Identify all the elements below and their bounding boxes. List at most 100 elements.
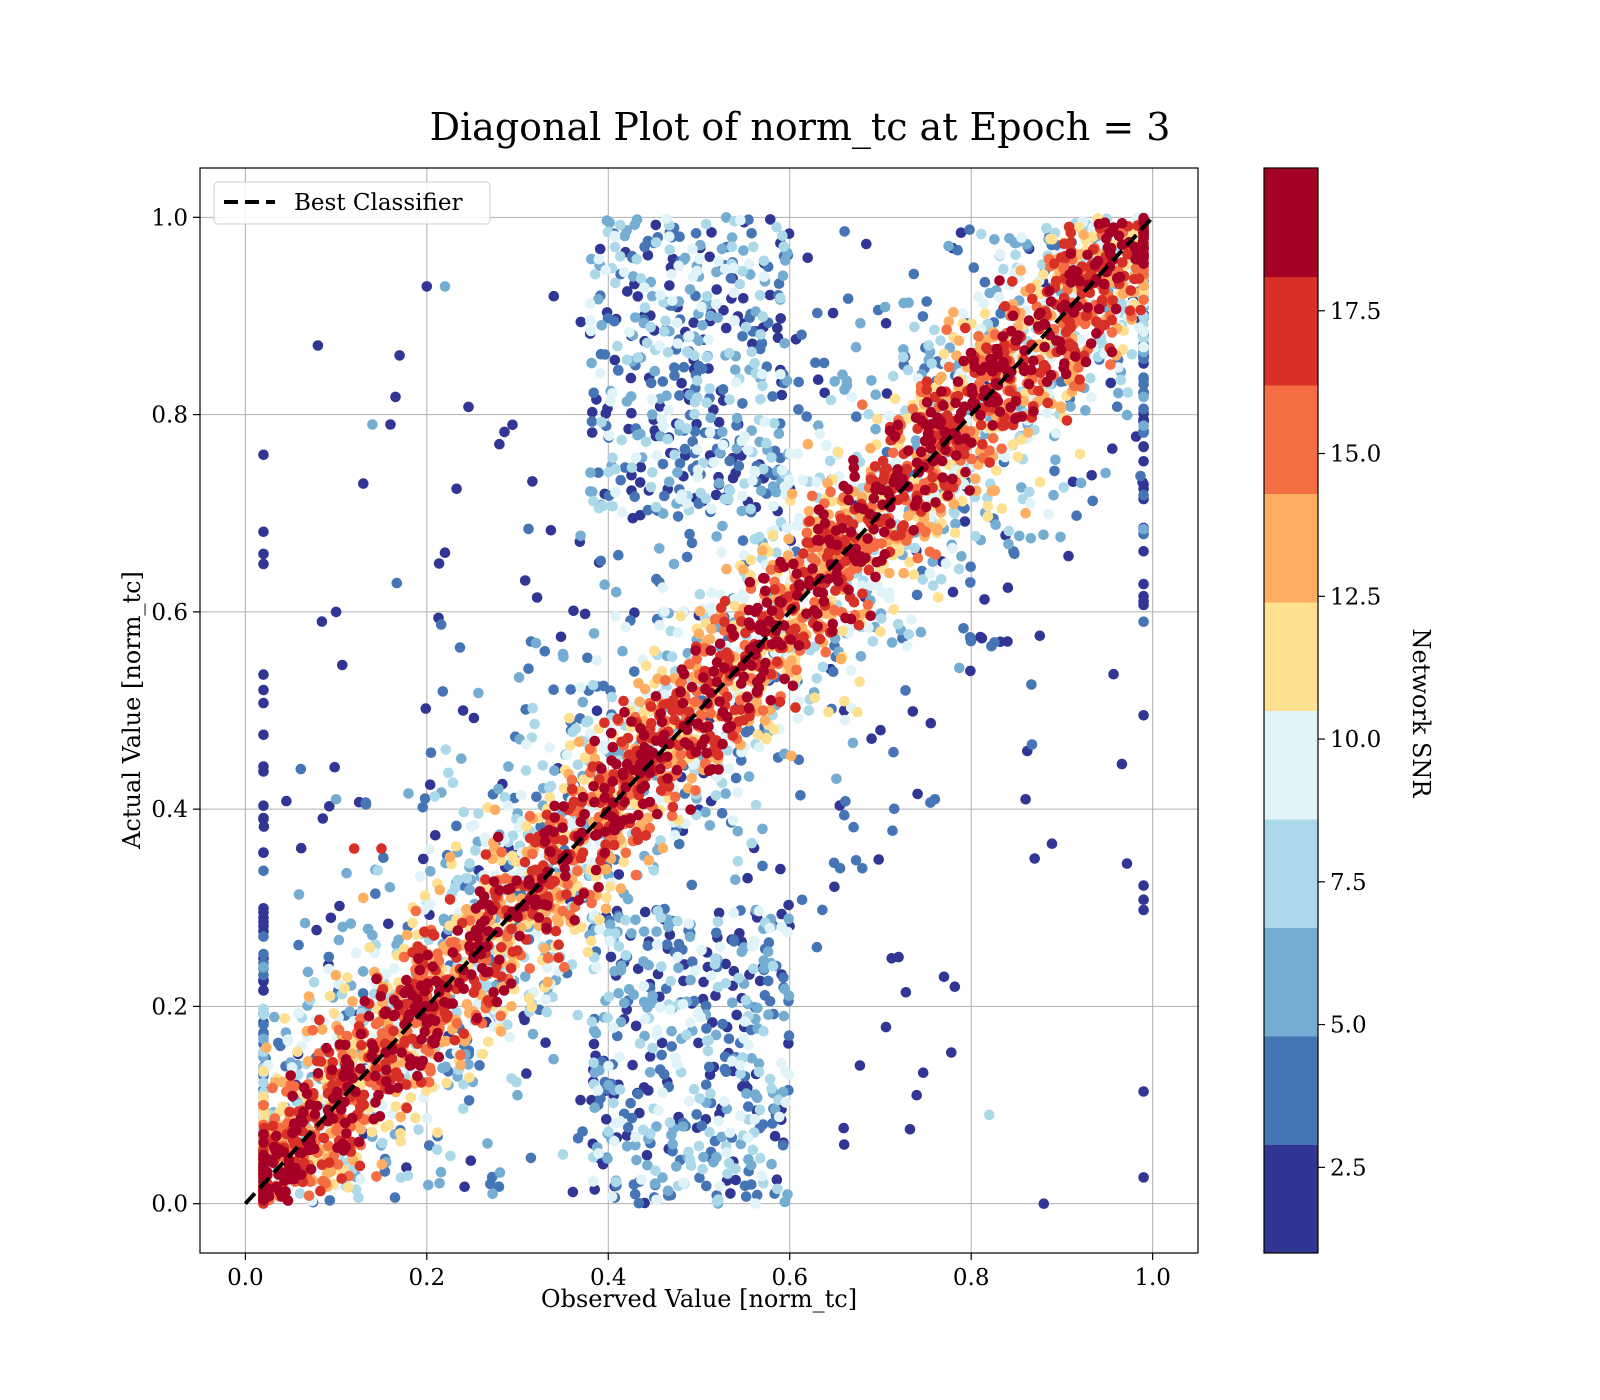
scatter-point [1045,233,1056,245]
scatter-point [624,327,635,338]
scatter-point [671,1161,682,1172]
scatter-point [776,389,788,401]
scatter-point [380,968,392,980]
scatter-point [584,298,596,310]
scatter-point [463,401,474,413]
scatter-point [738,1033,749,1044]
scatter-point [572,865,583,876]
scatter-point [958,623,969,634]
scatter-point [451,820,462,832]
scatter-point [559,961,570,973]
scatter-point [601,1114,612,1125]
scatter-point [767,529,779,541]
scatter-point [258,558,269,570]
scatter-point [444,851,456,863]
scatter-point [632,352,644,363]
scatter-point [852,706,863,718]
scatter-point [311,924,322,936]
scatter-point [1138,341,1149,353]
scatter-point [634,509,646,521]
scatter-point [639,302,651,314]
scatter-point [458,1103,469,1114]
scatter-point [371,1171,382,1182]
scatter-point [385,419,396,430]
scatter-point [380,1121,391,1133]
scatter-point [258,684,269,696]
scatter-point [348,843,360,854]
scatter-point [884,567,895,579]
scatter-point [435,619,447,630]
scatter-point [742,1132,754,1144]
scatter-point [717,520,728,532]
scatter-point [649,366,661,377]
scatter-point [777,1086,789,1098]
scatter-point [401,1162,412,1173]
scatter-point [783,1038,794,1049]
scatter-point [540,1037,551,1048]
scatter-point [650,1165,661,1176]
scatter-point [673,838,685,850]
scatter-point [1016,482,1027,493]
scatter-point [647,467,658,478]
scatter-point [639,282,650,294]
scatter-point [850,341,862,353]
scatter-point [825,394,837,406]
scatter-point [655,289,666,301]
scatter-point [258,1077,269,1089]
scatter-point [712,981,724,993]
scatter-point [669,362,680,373]
scatter-point [768,724,780,735]
scatter-point [708,404,719,416]
scatter-point [733,460,745,472]
scatter-point [613,365,624,376]
scatter-point [710,298,722,310]
scatter-point [610,586,622,598]
scatter-point [589,268,601,280]
scatter-point [605,951,617,963]
scatter-point [910,435,922,446]
scatter-point [395,1128,406,1139]
scatter-point [1023,486,1035,498]
scatter-points [258,212,1149,1209]
scatter-point [888,746,899,758]
scatter-point [417,802,429,813]
scatter-point [767,481,779,492]
scatter-point [803,705,815,716]
scatter-point [1138,478,1149,490]
scatter-point [848,821,859,833]
scatter-point [824,455,836,467]
scatter-point [429,791,441,802]
scatter-point [806,490,818,502]
scatter-point [904,1124,916,1135]
scatter-point [876,538,887,549]
scatter-point [1020,507,1031,519]
scatter-point [884,410,895,422]
scatter-point [645,481,657,493]
scatter-point [771,656,783,667]
scatter-point [754,1104,766,1116]
scatter-point [725,1188,736,1199]
scatter-point [258,669,269,680]
scatter-point [565,684,577,695]
scatter-point [710,990,721,1001]
scatter-point [1009,548,1020,560]
scatter-point [293,889,305,900]
scatter-point [711,284,722,295]
scatter-point [1029,853,1040,864]
scatter-point [1138,904,1149,916]
scatter-point [632,429,643,441]
scatter-point [659,490,670,502]
scatter-point [630,1131,641,1143]
scatter-point [996,503,1008,514]
scatter-point [619,230,631,242]
scatter-point [701,351,713,363]
scatter-point [689,426,701,437]
scatter-point [694,588,706,600]
scatter-point [544,782,555,793]
scatter-point [666,651,678,662]
scatter-point [936,574,947,585]
scatter-point [572,759,584,770]
scatter-point [258,800,269,811]
scatter-point [324,1195,336,1206]
scatter-point [733,972,744,984]
